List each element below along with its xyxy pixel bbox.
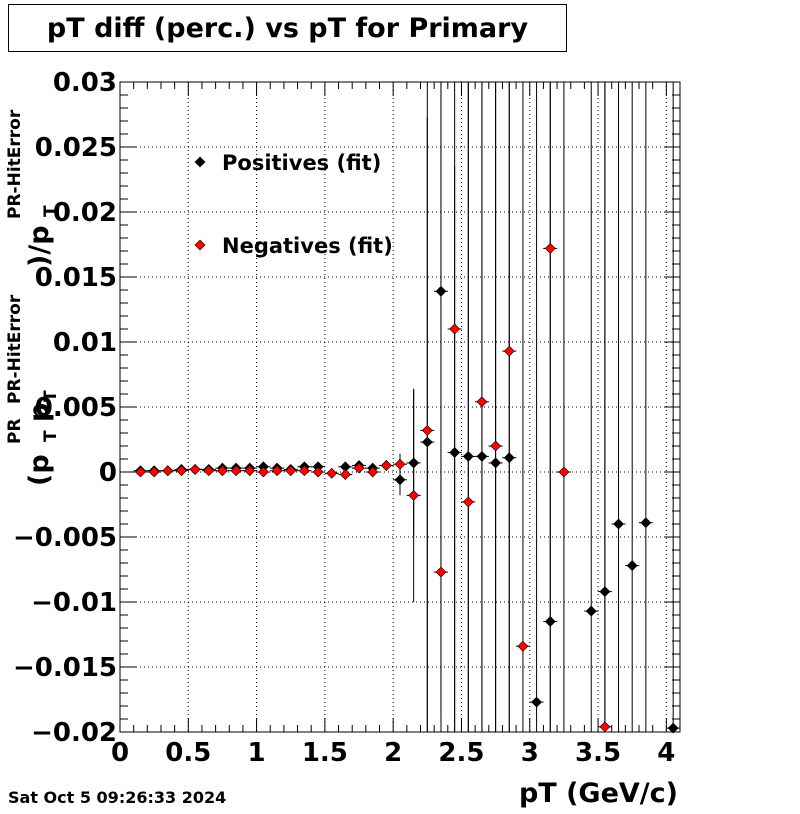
data-marker: [285, 465, 297, 477]
x-tick-label: 3: [521, 738, 539, 768]
y-tick-label: 0.025: [35, 133, 117, 163]
x-tick-label: 2.5: [438, 738, 484, 768]
legend-marker: [194, 156, 206, 168]
data-marker: [203, 465, 215, 477]
data-marker: [449, 447, 461, 458]
data-marker: [503, 452, 515, 464]
x-tick-label: 4: [657, 738, 675, 768]
data-marker: [599, 586, 611, 598]
data-marker: [244, 465, 256, 477]
x-tick-label: 3.5: [575, 738, 621, 768]
data-marker: [312, 466, 324, 478]
y-tick-label: 0.015: [35, 263, 117, 293]
data-marker: [135, 466, 146, 478]
data-marker: [148, 466, 160, 478]
data-marker: [490, 440, 502, 452]
y-tick-label: −0.015: [13, 653, 117, 683]
legend: Positives (fit) Negatives (fit): [194, 151, 393, 258]
data-marker: [531, 696, 543, 708]
data-marker: [189, 463, 201, 475]
y-label-sup-hit: PR-HitError: [5, 294, 25, 404]
x-axis-label: pT (GeV/c): [518, 778, 678, 809]
data-marker: [476, 396, 488, 408]
data-marker: [271, 465, 283, 477]
data-marker: [544, 242, 556, 254]
x-tick-label: 2: [384, 738, 402, 768]
data-marker: [435, 566, 447, 578]
y-label-sup-hit-2: PR-HitError: [5, 109, 25, 219]
data-marker: [490, 457, 502, 469]
y-tick-label: 0.005: [35, 393, 117, 423]
data-marker: [162, 465, 174, 477]
data-marker: [217, 465, 228, 477]
data-marker: [599, 721, 611, 733]
data-marker: [613, 518, 624, 530]
y-tick-label: 0: [99, 458, 117, 488]
y-label-close: )/p: [24, 225, 55, 267]
data-marker: [626, 560, 638, 572]
chart-title: pT diff (perc.) vs pT for Primary: [8, 4, 567, 52]
legend-label: Positives (fit): [222, 151, 381, 175]
data-marker: [326, 467, 338, 479]
y-tick-label: −0.02: [31, 718, 117, 748]
y-label-p: p: [24, 403, 55, 422]
data-marker: [257, 466, 269, 478]
x-tick-label: 0.5: [165, 738, 211, 768]
data-marker: [421, 424, 433, 436]
data-marker: [462, 496, 474, 508]
timestamp: Sat Oct 5 09:26:33 2024: [8, 788, 227, 807]
legend-label: Negatives (fit): [222, 234, 393, 258]
data-marker: [435, 285, 447, 297]
x-tick-label: 0: [111, 738, 129, 768]
y-tick-label: 0.03: [53, 68, 117, 98]
data-marker: [353, 462, 365, 474]
y-label-sup-pr: PR: [5, 418, 25, 444]
x-tick-label: 1: [248, 738, 266, 768]
data-marker: [585, 605, 597, 617]
data-marker: [544, 616, 556, 627]
y-label-sub-t-3: T: [41, 205, 61, 217]
y-tick-label: −0.01: [31, 588, 117, 618]
data-marker: [367, 466, 379, 478]
data-marker: [176, 465, 187, 477]
data-marker: [298, 465, 310, 477]
data-marker: [408, 489, 420, 501]
data-marker: [667, 722, 679, 734]
y-tick-label: −0.005: [13, 523, 117, 553]
y-label-sub-t-2: T: [41, 390, 61, 402]
data-marker: [462, 450, 474, 462]
data-marker: [408, 457, 420, 469]
data-marker: [449, 323, 461, 335]
axes: 0 0.5 1 1.5 2 2.5 3 3.5 4 −0.02 −0.015 −0.01 −0.005 0…: [13, 68, 681, 768]
data-marker: [558, 466, 570, 478]
grid-lines: [120, 82, 680, 732]
data-marker: [421, 436, 433, 448]
data-marker: [230, 465, 242, 477]
y-label-sub-t: T: [41, 430, 61, 442]
y-tick-label: 0.02: [53, 198, 117, 228]
data-markers: [135, 242, 679, 734]
data-marker: [517, 640, 529, 652]
legend-marker: [194, 239, 206, 251]
data-marker: [394, 474, 406, 486]
data-marker: [640, 517, 652, 529]
data-marker: [503, 345, 515, 357]
x-tick-label: 1.5: [302, 738, 348, 768]
y-label-open: (p: [24, 454, 55, 486]
data-marker: [339, 469, 351, 481]
data-marker: [380, 460, 392, 471]
y-tick-label: 0.01: [53, 328, 117, 358]
data-marker: [394, 458, 406, 470]
data-marker: [476, 450, 488, 462]
